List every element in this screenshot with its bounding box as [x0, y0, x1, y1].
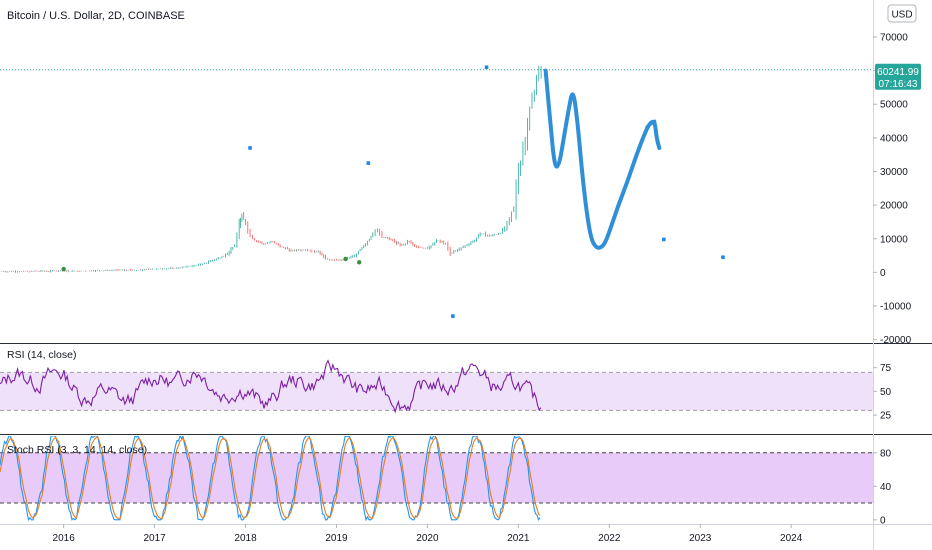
rsi-title: RSI (14, close): [7, 349, 76, 361]
price-axis-label: 30000: [880, 167, 908, 178]
time-axis-label: 2022: [598, 533, 621, 544]
stoch-axis: 0 40 80: [873, 448, 892, 526]
price-axis-label: 50000: [880, 100, 908, 111]
stoch-axis-label: 0: [880, 515, 886, 526]
last-price-text: 60241.99: [877, 67, 919, 78]
candle-markers: [61, 256, 362, 272]
price-axis-label: -10000: [880, 302, 912, 313]
time-axis-label: 2021: [507, 533, 530, 544]
brush-arrow-head: [645, 119, 658, 132]
blue-dots: [248, 65, 725, 318]
rsi-axis-label: 25: [880, 411, 892, 422]
price-axis-label: 20000: [880, 201, 908, 212]
rsi-band: [0, 372, 873, 411]
price-axis-label: 10000: [880, 234, 908, 245]
brush-drawing[interactable]: [543, 68, 662, 250]
stoch-k-line: [0, 436, 541, 522]
projection-dot: [484, 65, 489, 70]
projection-dot: [662, 237, 666, 242]
price-axis-label: -20000: [880, 335, 912, 346]
signal-marker: [61, 266, 66, 272]
signal-marker: [357, 260, 362, 265]
time-axis-label: 2018: [234, 533, 257, 544]
price-series: [1, 65, 542, 273]
currency-label[interactable]: USD: [891, 10, 912, 21]
time-axis[interactable]: 2016 2017 2018 2019 2020 2021 2022 2023 2024: [53, 524, 803, 544]
last-price-badge: 60241.99 07:16:43: [875, 63, 921, 90]
stoch-rsi-pane[interactable]: Stoch RSI (3, 3, 14, 14, close) 0 40 80: [0, 436, 892, 526]
signal-marker: [343, 256, 348, 262]
projection-dot: [721, 255, 725, 260]
stoch-axis-label: 40: [880, 482, 892, 493]
countdown-text: 07:16:43: [879, 79, 918, 90]
time-axis-label: 2016: [53, 533, 76, 544]
stoch-d-line: [0, 436, 541, 520]
currency-button[interactable]: USD: [887, 4, 917, 23]
projection-dot: [366, 161, 371, 165]
time-axis-label: 2024: [780, 533, 803, 544]
price-pane[interactable]: Bitcoin / U.S. Dollar, 2D, COINBASE -200…: [0, 10, 912, 346]
time-axis-label: 2023: [689, 533, 712, 544]
stoch-title: Stoch RSI (3, 3, 14, 14, close): [7, 444, 147, 456]
projection-dot: [248, 146, 252, 150]
time-axis-label: 2017: [143, 533, 166, 544]
price-axis-label: 40000: [880, 133, 908, 144]
chart-title: Bitcoin / U.S. Dollar, 2D, COINBASE: [7, 10, 185, 22]
rsi-axis-label: 75: [880, 363, 892, 374]
price-axis-label: 70000: [880, 32, 908, 43]
time-axis-label: 2020: [416, 533, 439, 544]
rsi-pane[interactable]: RSI (14, close) 25 50 75: [0, 349, 892, 422]
rsi-axis: 25 50 75: [873, 363, 892, 422]
projection-dot: [451, 314, 455, 318]
price-axis-label: 0: [880, 268, 886, 279]
rsi-line: [0, 359, 542, 414]
stoch-axis-label: 80: [880, 448, 892, 459]
time-axis-label: 2019: [325, 533, 348, 544]
rsi-axis-label: 50: [880, 387, 892, 398]
